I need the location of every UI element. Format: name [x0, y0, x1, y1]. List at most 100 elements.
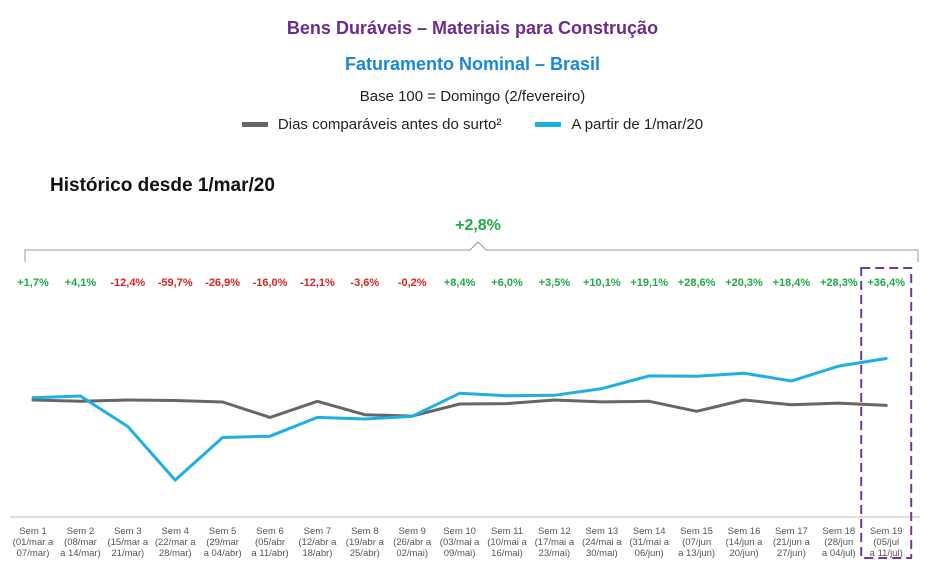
x-tick-label: Sem 18 [822, 526, 855, 537]
x-tick-label: 02/mai) [396, 548, 428, 559]
section-title: Histórico desde 1/mar/20 [50, 175, 275, 196]
data-point [126, 398, 129, 402]
data-point [505, 394, 509, 398]
x-tick-label: 25/abr) [350, 548, 380, 559]
data-point [363, 417, 366, 421]
data-point [742, 372, 746, 375]
legend-label-from-march: A partir de 1/mar/20 [571, 116, 704, 133]
x-tick-label: (17/mai a [535, 537, 575, 548]
x-tick-label: (05/jul [873, 537, 899, 548]
x-tick-label: Sem 3 [114, 526, 141, 537]
x-tick-label: (29/mar [206, 537, 239, 548]
highlight-box [860, 267, 913, 559]
x-tick-label: a 14/mar) [60, 548, 101, 559]
growth-label: +10,1% [583, 277, 621, 289]
x-tick-label: a 11/abr) [251, 548, 288, 559]
series-line-from-march [31, 357, 888, 482]
chart-subtitle: Faturamento Nominal – Brasil [344, 54, 601, 74]
x-tick-label: 09/mai) [444, 548, 476, 559]
data-point [126, 425, 129, 428]
x-tick-label: Sem 10 [443, 526, 476, 537]
growth-label: +4,1% [65, 277, 97, 289]
growth-label: +36,4% [867, 277, 905, 289]
x-tick-label: Sem 17 [775, 526, 808, 537]
data-point [79, 400, 82, 403]
x-tick-label: (28/jun [824, 537, 853, 548]
data-point [695, 410, 698, 413]
x-tick-label: a 13/jun) [678, 548, 715, 559]
growth-label: -59,7% [158, 277, 193, 289]
growth-label: +6,0% [491, 277, 523, 289]
data-point [648, 400, 651, 403]
x-tick-label: (15/mar a [107, 537, 148, 548]
x-tick-label: Sem 9 [398, 526, 425, 537]
growth-label: -26,9% [205, 277, 240, 289]
x-tick-label: a 04/jul) [822, 548, 856, 559]
data-point [600, 400, 603, 404]
growth-label: +3,5% [539, 277, 571, 289]
x-tick-label: (05/abr [255, 537, 285, 548]
growth-label: +20,3% [725, 277, 763, 289]
x-tick-label: (10/mai a [487, 537, 527, 548]
data-point [648, 374, 651, 378]
data-point [411, 415, 414, 418]
growth-label: +8,4% [444, 277, 476, 289]
data-point [174, 399, 177, 402]
chart-title: Bens Duráveis – Materiais para Construçã… [286, 18, 659, 38]
legend: Dias comparáveis antes do surto² A parti… [0, 116, 945, 133]
data-point [600, 387, 603, 390]
growth-label: +28,3% [820, 277, 858, 289]
x-tick-label: 27/jun) [777, 548, 806, 559]
x-tick-label: Sem 6 [256, 526, 283, 537]
growth-label: +1,7% [17, 277, 49, 289]
data-point [790, 403, 793, 407]
data-point [268, 434, 272, 438]
legend-swatch-blue [535, 122, 562, 127]
overall-bracket [24, 241, 919, 262]
data-point [505, 402, 509, 405]
x-tick-label: 18/abr) [302, 548, 332, 559]
data-point [31, 396, 35, 399]
base-note: Base 100 = Domingo (2/fevereiro) [359, 88, 586, 105]
growth-label: -12,1% [300, 277, 335, 289]
growth-label: -3,6% [350, 277, 379, 289]
growth-label: -16,0% [253, 277, 288, 289]
x-tick-label: a 11/jul) [870, 548, 903, 559]
x-tick-label: Sem 16 [728, 526, 761, 537]
x-tick-label: (22/mar a [155, 537, 196, 548]
x-tick-label: (21/jun a [773, 537, 811, 548]
data-point [363, 413, 366, 416]
x-tick-label: (01/mar a [13, 537, 54, 548]
data-point [221, 436, 224, 439]
data-point [553, 394, 556, 397]
x-tick-label: 28/mar) [159, 548, 192, 559]
growth-label: +18,4% [773, 277, 811, 289]
data-point [695, 375, 698, 378]
x-tick-label: 30/mai) [586, 548, 618, 559]
x-tick-label: 23/mai) [539, 548, 571, 559]
data-point [316, 416, 319, 419]
x-tick-label: Sem 15 [680, 526, 713, 537]
data-point [790, 379, 793, 383]
x-tick-label: 21/mar) [111, 548, 144, 559]
growth-label: +28,6% [678, 277, 716, 289]
data-point [837, 364, 840, 368]
x-tick-label: Sem 7 [304, 526, 331, 537]
x-tick-label: Sem 19 [870, 526, 903, 537]
data-point [221, 400, 224, 404]
x-tick-label: Sem 5 [209, 526, 236, 537]
overall-growth-label: +2,8% [455, 217, 501, 234]
x-tick-label: (07/jun [682, 537, 711, 548]
data-point [79, 394, 82, 398]
x-tick-label: 07/mar) [17, 548, 50, 559]
x-tick-label: (12/abr a [298, 537, 337, 548]
x-tick-label: Sem 8 [351, 526, 378, 537]
x-tick-label: 20/jun) [729, 548, 758, 559]
x-tick-label: (03/mai a [440, 537, 480, 548]
x-tick-label: Sem 13 [585, 526, 618, 537]
x-tick-label: Sem 4 [161, 526, 188, 537]
data-point [31, 398, 35, 402]
legend-item-from-march: A partir de 1/mar/20 [535, 116, 703, 133]
x-tick-label: 06/jun) [635, 548, 664, 559]
